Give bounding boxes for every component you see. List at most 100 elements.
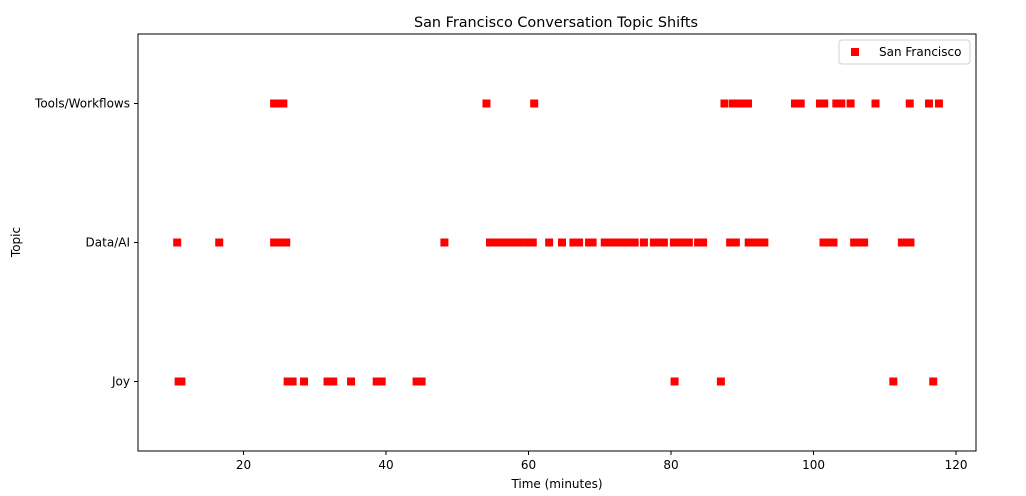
data-point (679, 238, 688, 247)
data-point (889, 377, 898, 386)
data-point (669, 238, 678, 247)
data-point (377, 377, 386, 386)
x-tick-label: 40 (378, 458, 393, 472)
data-point (569, 238, 578, 247)
chart-title: San Francisco Conversation Topic Shifts (414, 15, 698, 31)
x-axis: 20 40 60 80 100 120 (236, 451, 968, 472)
data-point (323, 377, 332, 386)
data-point (670, 377, 679, 386)
data-point (720, 99, 729, 108)
data-point (846, 99, 855, 108)
y-tick-label: Data/AI (86, 236, 130, 250)
data-point (731, 238, 740, 247)
data-point (630, 238, 639, 247)
data-point (924, 99, 933, 108)
x-tick-label: 120 (945, 458, 968, 472)
data-point (743, 99, 752, 108)
data-point (837, 99, 846, 108)
data-point (934, 99, 943, 108)
data-point (855, 238, 864, 247)
data-point (815, 99, 824, 108)
data-point (275, 99, 284, 108)
legend-box (838, 39, 971, 65)
y-axis: Joy Data/AI Tools/Workflows (34, 97, 138, 389)
data-point (729, 99, 738, 108)
data-point (523, 238, 532, 247)
x-tick-label: 100 (802, 458, 825, 472)
legend: San Francisco (838, 39, 971, 65)
data-point (738, 99, 747, 108)
data-point (744, 238, 753, 247)
data-point (275, 238, 284, 247)
x-tick-label: 20 (236, 458, 251, 472)
data-point (491, 238, 500, 247)
data-point (515, 238, 524, 247)
data-point (417, 377, 426, 386)
data-point (929, 377, 938, 386)
data-point (654, 238, 663, 247)
data-point (486, 238, 495, 247)
data-point (177, 377, 186, 386)
data-point (825, 238, 834, 247)
data-point (674, 238, 683, 247)
data-point (173, 238, 182, 247)
data-point (694, 238, 703, 247)
data-point (530, 99, 539, 108)
y-tick-label: Joy (111, 375, 130, 389)
data-point (760, 238, 769, 247)
data-point (659, 238, 668, 247)
data-point (649, 238, 658, 247)
data-point (820, 99, 829, 108)
data-point (871, 99, 880, 108)
data-point (283, 377, 292, 386)
data-point (832, 99, 841, 108)
data-point (796, 99, 805, 108)
data-point (288, 377, 297, 386)
data-point (347, 377, 356, 386)
data-point (905, 99, 914, 108)
data-point (372, 377, 381, 386)
data-point (482, 99, 491, 108)
data-point (282, 238, 291, 247)
x-tick-label: 80 (663, 458, 678, 472)
data-point (588, 238, 597, 247)
data-point (528, 238, 537, 247)
y-axis-label: Topic (9, 227, 23, 258)
data-point (279, 99, 288, 108)
data-point (612, 238, 621, 247)
data-point (733, 99, 742, 108)
data-point (617, 238, 626, 247)
data-point (755, 238, 764, 247)
data-point (716, 377, 725, 386)
legend-marker (851, 48, 859, 56)
data-point (639, 238, 648, 247)
data-point (215, 238, 224, 247)
data-point (726, 238, 735, 247)
y-tick-label: Tools/Workflows (34, 97, 130, 111)
data-point (684, 238, 693, 247)
x-tick-label: 60 (521, 458, 536, 472)
data-point (575, 238, 584, 247)
data-points (173, 99, 943, 386)
data-point (270, 99, 279, 108)
data-point (557, 238, 566, 247)
data-point (300, 377, 309, 386)
data-point (906, 238, 915, 247)
x-axis-label: Time (minutes) (510, 477, 602, 491)
data-point (440, 238, 449, 247)
data-point (860, 238, 869, 247)
data-point (791, 99, 800, 108)
data-point (500, 238, 509, 247)
data-point (505, 238, 514, 247)
data-point (606, 238, 615, 247)
data-point (829, 238, 838, 247)
data-point (545, 238, 554, 247)
legend-label: San Francisco (879, 45, 961, 59)
data-point (329, 377, 338, 386)
data-point (600, 238, 609, 247)
data-point (412, 377, 421, 386)
data-point (270, 238, 279, 247)
data-point (495, 238, 504, 247)
data-point (850, 238, 859, 247)
